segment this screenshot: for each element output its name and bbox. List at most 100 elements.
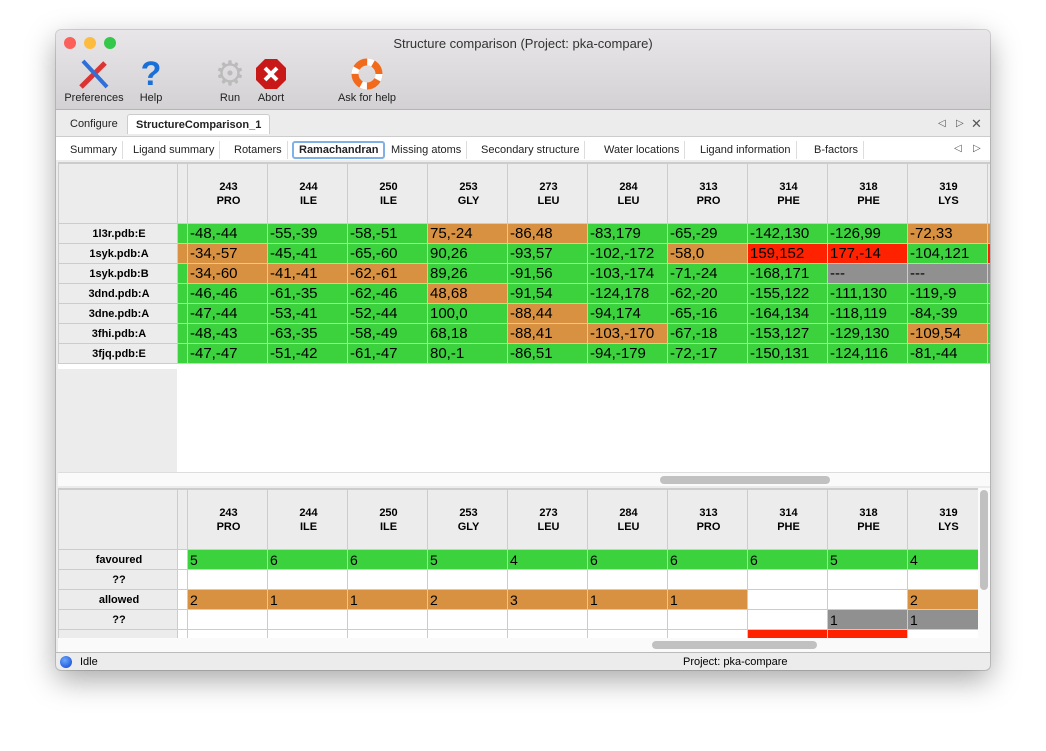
scroll-subtabs-right-icon[interactable]: ▷ — [973, 143, 981, 154]
table-cell[interactable]: 4 — [907, 549, 978, 570]
table-cell[interactable]: -124,116 — [827, 343, 908, 364]
table-cell[interactable]: -67,-18 — [667, 323, 748, 344]
table-cell[interactable] — [827, 629, 908, 638]
table-cell[interactable]: -58,-51 — [347, 223, 428, 244]
abort-button[interactable]: Abort — [252, 56, 290, 104]
table-cell[interactable] — [587, 609, 668, 630]
table-cell[interactable]: -129,130 — [827, 323, 908, 344]
minimize-window-button[interactable] — [84, 37, 96, 49]
table-cell[interactable] — [427, 629, 508, 638]
table-cell[interactable] — [827, 569, 908, 590]
table-cell[interactable] — [507, 569, 588, 590]
column-header[interactable]: 313 PRO — [667, 489, 748, 550]
table-cell[interactable]: -34,-57 — [187, 243, 268, 264]
row-header[interactable]: 3dnd.pdb:A — [58, 283, 178, 304]
table-cell[interactable]: -41,-41 — [267, 263, 348, 284]
table-cell[interactable] — [347, 569, 428, 590]
table-cell[interactable] — [347, 609, 428, 630]
table-cell[interactable]: -155,122 — [747, 283, 828, 304]
zoom-window-button[interactable] — [104, 37, 116, 49]
table-cell[interactable]: 1 — [667, 589, 748, 610]
table-cell[interactable]: -153,127 — [747, 323, 828, 344]
table-cell[interactable]: -51,-42 — [267, 343, 348, 364]
table-cell[interactable]: -58,-49 — [347, 323, 428, 344]
table-cell[interactable] — [747, 609, 828, 630]
table-cell[interactable]: 2 — [427, 589, 508, 610]
table-cell[interactable]: 1 — [267, 589, 348, 610]
table-cell[interactable]: -126,99 — [827, 223, 908, 244]
tab-structure-comparison[interactable]: StructureComparison_1 — [127, 114, 271, 134]
table-cell[interactable] — [747, 569, 828, 590]
table-cell[interactable] — [507, 629, 588, 638]
column-header[interactable]: 314 PHE — [747, 163, 828, 224]
table-cell[interactable]: -34,-60 — [187, 263, 268, 284]
table-cell[interactable]: -142,130 — [747, 223, 828, 244]
run-button[interactable]: ⚙ Run — [214, 55, 246, 104]
tab-rotamers[interactable]: Rotamers — [229, 141, 288, 159]
table-cell[interactable]: -65,-60 — [347, 243, 428, 264]
table-cell[interactable]: -55,-39 — [267, 223, 348, 244]
table-cell[interactable] — [187, 569, 268, 590]
table-cell[interactable] — [587, 629, 668, 638]
table-cell[interactable]: -124,178 — [587, 283, 668, 304]
table-cell[interactable]: -45,-41 — [267, 243, 348, 264]
table-cell[interactable]: 68,18 — [427, 323, 508, 344]
column-header[interactable]: 253 GLY — [427, 163, 508, 224]
column-header[interactable]: 250 ILE — [347, 489, 428, 550]
table-cell[interactable] — [747, 629, 828, 638]
row-header[interactable]: allowed — [58, 589, 178, 610]
ask-for-help-button[interactable]: Ask for help — [332, 56, 402, 104]
tab-b-factors[interactable]: B-factors — [809, 141, 865, 159]
table-cell[interactable]: -48,-43 — [187, 323, 268, 344]
table-cell[interactable]: -72,33 — [907, 223, 988, 244]
table-cell[interactable] — [747, 589, 828, 610]
row-header[interactable]: 1syk.pdb:B — [58, 263, 178, 284]
table-cell[interactable]: --- — [907, 263, 988, 284]
table-cell[interactable]: -102,-172 — [587, 243, 668, 264]
row-header[interactable]: 1syk.pdb:A — [58, 243, 178, 264]
preferences-button[interactable]: Preferences — [62, 56, 126, 104]
table-cell[interactable]: -65,-29 — [667, 223, 748, 244]
table-cell[interactable]: 1 — [827, 609, 908, 630]
table-cell[interactable]: 6 — [747, 549, 828, 570]
tab-configure[interactable]: Configure — [70, 118, 118, 130]
table-cell[interactable]: -91,54 — [507, 283, 588, 304]
table-cell[interactable] — [907, 569, 978, 590]
table-cell[interactable]: -88,41 — [507, 323, 588, 344]
bottom-scrollbar-thumb[interactable] — [652, 641, 817, 649]
column-header[interactable]: 273 LEU — [507, 489, 588, 550]
table-cell[interactable]: 1 — [587, 589, 668, 610]
row-header[interactable] — [58, 629, 178, 638]
table-cell[interactable]: -84,-39 — [907, 303, 988, 324]
table-cell[interactable]: 6 — [667, 549, 748, 570]
table-cell[interactable]: -47,-44 — [187, 303, 268, 324]
table-cell[interactable]: 90,26 — [427, 243, 508, 264]
row-header[interactable]: ?? — [58, 609, 178, 630]
table-cell[interactable] — [667, 569, 748, 590]
row-header[interactable]: ?? — [58, 569, 178, 590]
column-header[interactable]: 244 ILE — [267, 489, 348, 550]
table-cell[interactable] — [907, 629, 978, 638]
table-cell[interactable]: -65,-16 — [667, 303, 748, 324]
tab-secondary-structure[interactable]: Secondary structure — [476, 141, 586, 159]
table-cell[interactable] — [427, 569, 508, 590]
table-cell[interactable]: -52,-44 — [347, 303, 428, 324]
table-cell[interactable]: 80,-1 — [427, 343, 508, 364]
table-cell[interactable]: -150,131 — [747, 343, 828, 364]
column-header[interactable]: 319 LYS — [907, 163, 988, 224]
table-cell[interactable] — [187, 629, 268, 638]
table-cell[interactable]: -62,-20 — [667, 283, 748, 304]
table-cell[interactable]: 1 — [907, 609, 978, 630]
table-cell[interactable]: -62,-46 — [347, 283, 428, 304]
table-cell[interactable]: 6 — [587, 549, 668, 570]
row-header[interactable]: 3fhi.pdb:A — [58, 323, 178, 344]
row-header[interactable]: favoured — [58, 549, 178, 570]
table-cell[interactable] — [267, 609, 348, 630]
table-cell[interactable]: -88,44 — [507, 303, 588, 324]
tab-water-locations[interactable]: Water locations — [599, 141, 686, 159]
table-cell[interactable]: -103,-174 — [587, 263, 668, 284]
table-cell[interactable]: -103,-170 — [587, 323, 668, 344]
table-cell[interactable]: 5 — [427, 549, 508, 570]
table-cell[interactable] — [427, 609, 508, 630]
table-cell[interactable]: -119,-9 — [907, 283, 988, 304]
